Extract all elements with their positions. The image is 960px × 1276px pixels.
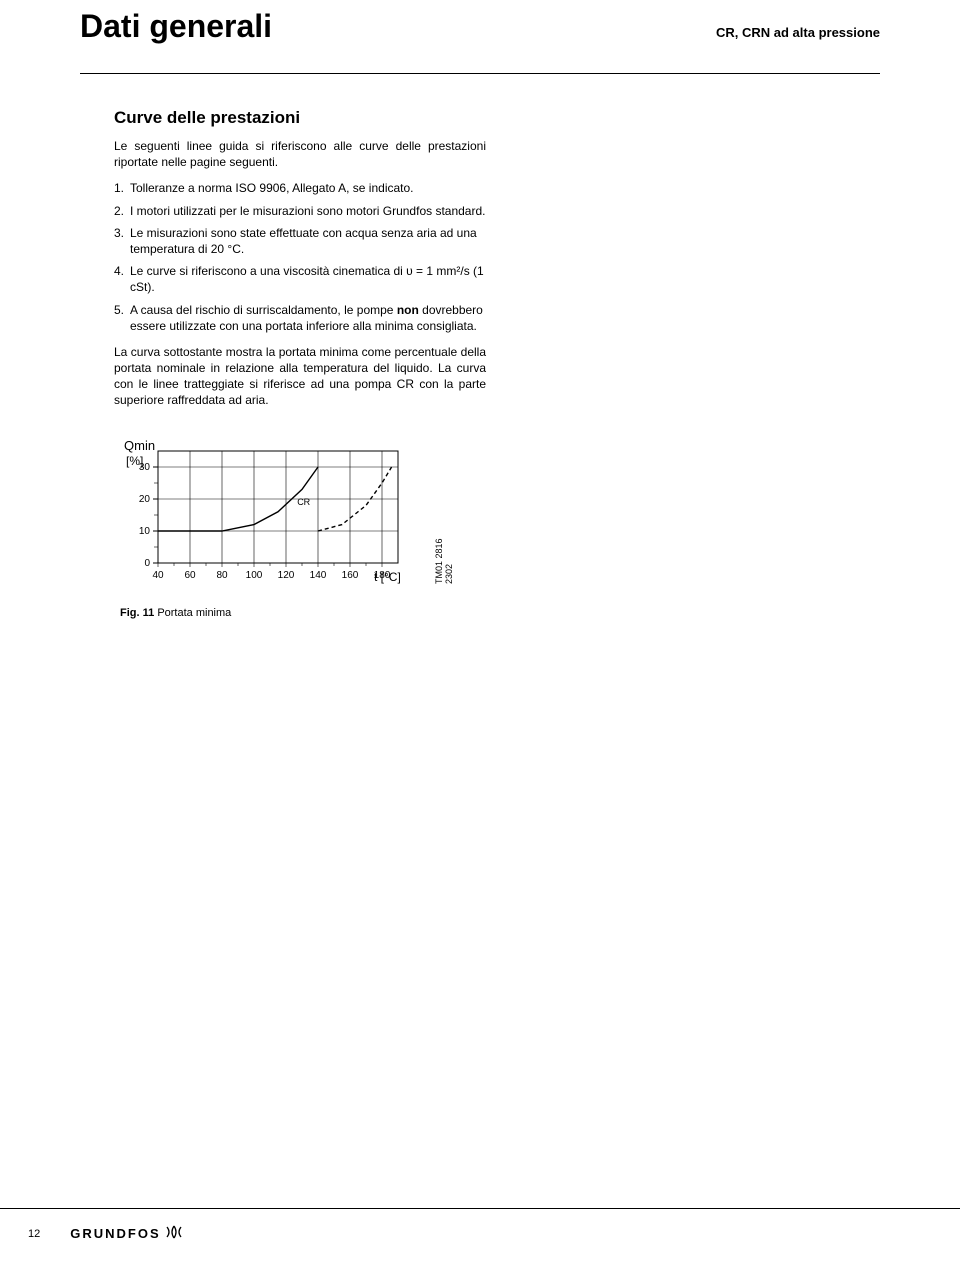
chart-container: 4060801001201401601800102030CRQmin[%]t [… [114,439,486,619]
svg-text:40: 40 [152,570,164,581]
list-item: 5. A causa del rischio di surriscaldamen… [114,302,486,334]
brand-icon [165,1225,183,1242]
list-text: Tolleranze a norma ISO 9906, Allegato A,… [130,180,486,196]
svg-text:120: 120 [278,570,295,581]
numbered-list: 1. Tolleranze a norma ISO 9906, Allegato… [114,180,486,334]
page-footer: 12 GRUNDFOS [0,1208,960,1242]
list-number: 1. [114,180,130,196]
svg-text:CR: CR [297,497,310,507]
content-column: Curve delle prestazioni Le seguenti line… [114,108,486,619]
caption-label: Fig. 11 [120,607,154,619]
list-item: 3. Le misurazioni sono state effettuate … [114,225,486,257]
list-text: A causa del rischio di surriscaldamento,… [130,302,486,334]
svg-text:10: 10 [139,526,151,537]
list-number: 3. [114,225,130,257]
body-paragraph: La curva sottostante mostra la portata m… [114,344,486,409]
svg-text:t [°C]: t [°C] [374,570,401,584]
svg-text:160: 160 [342,570,359,581]
caption-text: Portata minima [157,607,231,619]
list-number: 4. [114,263,130,295]
list-number: 5. [114,302,130,334]
brand-text: GRUNDFOS [70,1226,160,1241]
svg-text:140: 140 [310,570,327,581]
svg-text:0: 0 [144,558,150,569]
list-item: 1. Tolleranze a norma ISO 9906, Allegato… [114,180,486,196]
list-number: 2. [114,203,130,219]
chart-side-code: TM01 2816 2302 [434,532,454,584]
list-text: I motori utilizzati per le misurazioni s… [130,203,486,219]
svg-text:100: 100 [246,570,263,581]
svg-text:20: 20 [139,494,151,505]
page-subtitle: CR, CRN ad alta pressione [716,25,880,40]
svg-text:60: 60 [184,570,196,581]
page-title: Dati generali [80,8,272,45]
page-number: 12 [28,1228,40,1240]
svg-text:80: 80 [216,570,228,581]
svg-text:Qmin: Qmin [124,439,155,453]
list-item: 4. Le curve si riferiscono a una viscosi… [114,263,486,295]
intro-paragraph: Le seguenti linee guida si riferiscono a… [114,138,486,170]
figure-caption: Fig. 11 Portata minima [120,607,486,619]
brand-logo: GRUNDFOS [70,1225,182,1242]
page-header: Dati generali CR, CRN ad alta pressione [80,8,880,74]
list-text: Le curve si riferiscono a una viscosità … [130,263,486,295]
svg-text:[%]: [%] [126,454,143,468]
list-item: 2. I motori utilizzati per le misurazion… [114,203,486,219]
qmin-chart: 4060801001201401601800102030CRQmin[%]t [… [114,439,408,593]
section-heading: Curve delle prestazioni [114,108,486,128]
list-text: Le misurazioni sono state effettuate con… [130,225,486,257]
